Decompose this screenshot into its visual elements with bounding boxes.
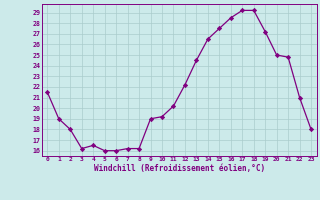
X-axis label: Windchill (Refroidissement éolien,°C): Windchill (Refroidissement éolien,°C)	[94, 164, 265, 173]
